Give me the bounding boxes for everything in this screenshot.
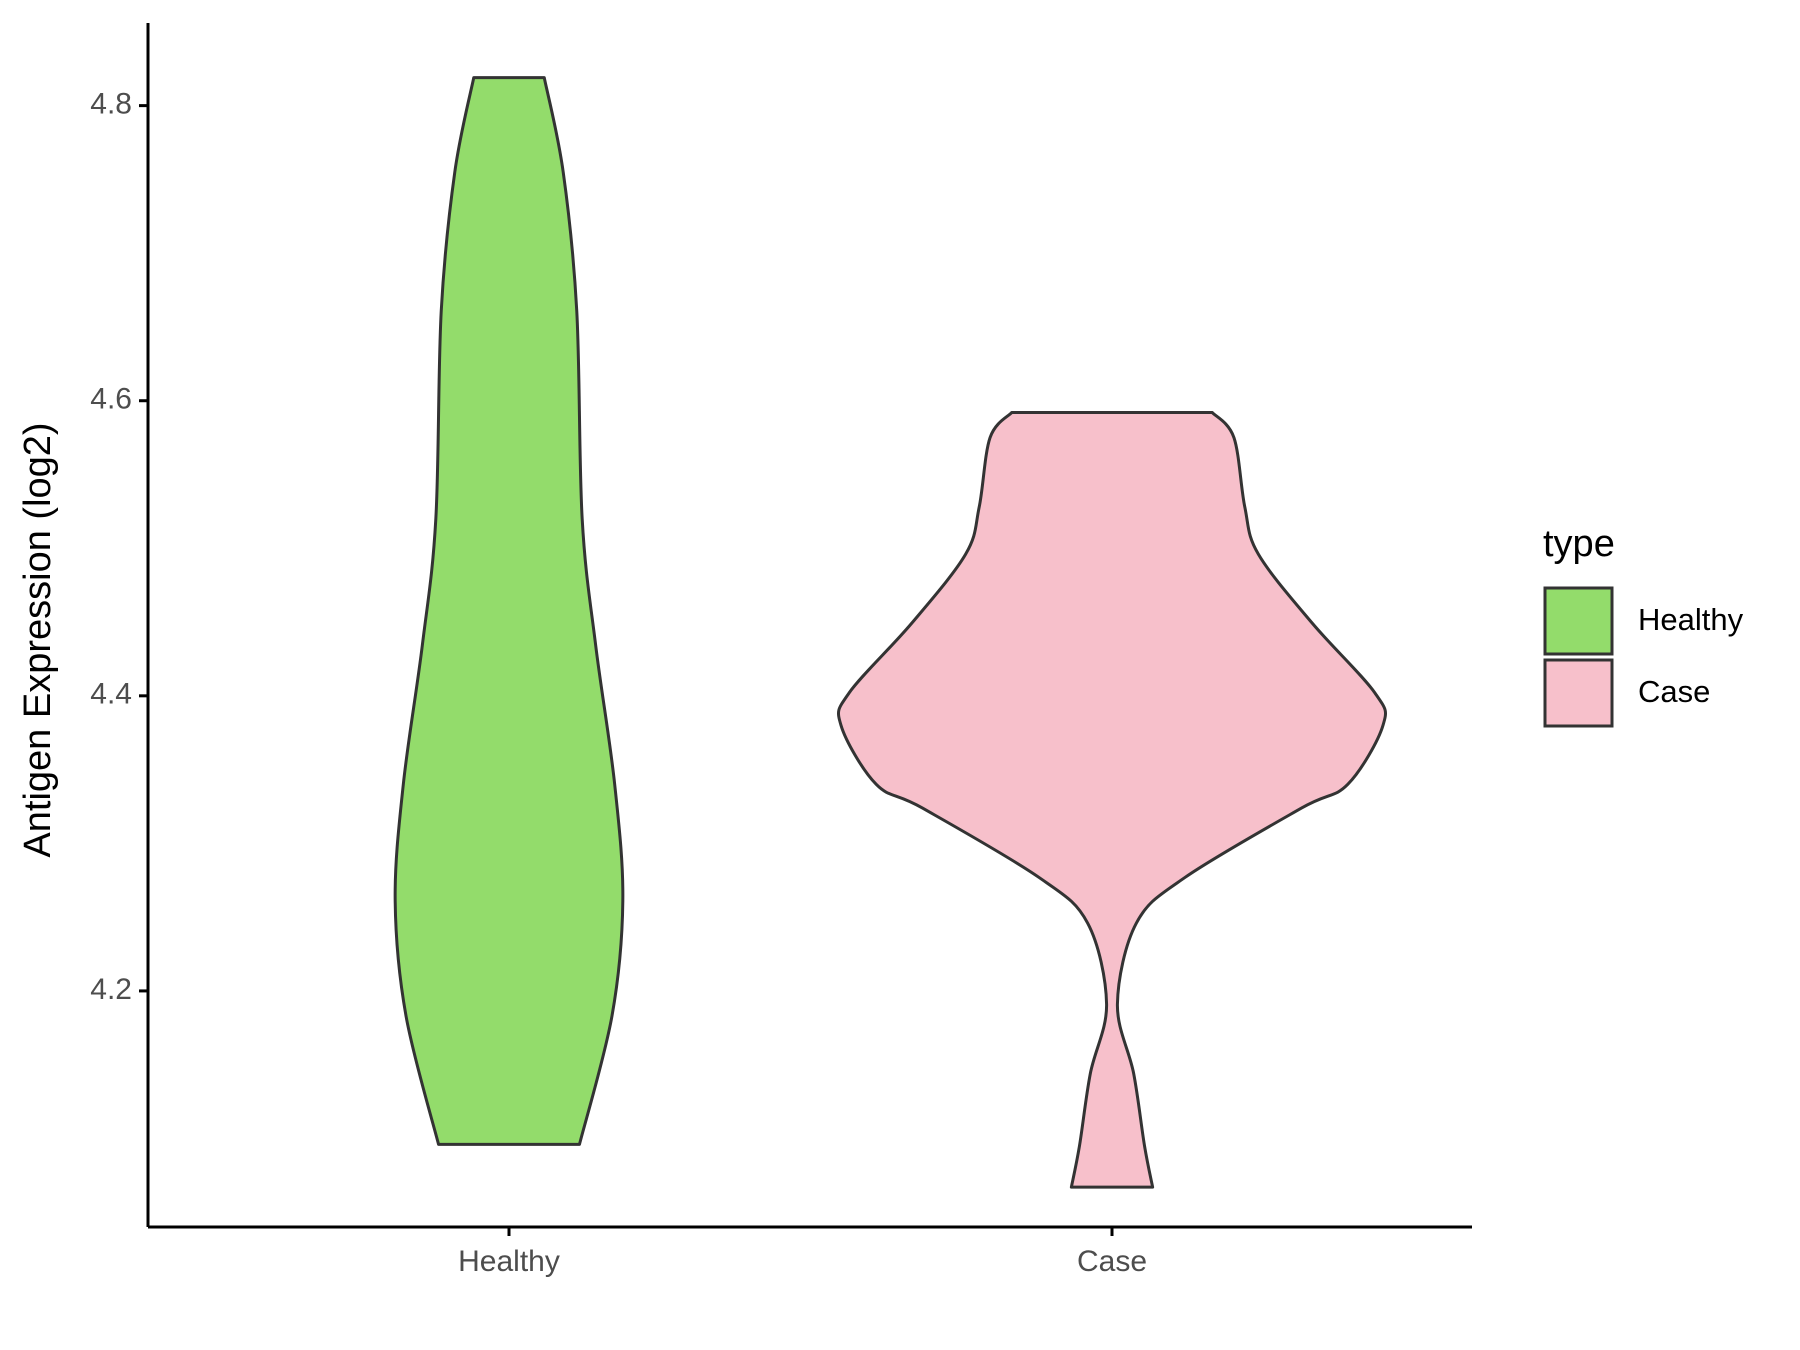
x-tick-label: Case: [1077, 1245, 1147, 1278]
violin: [836, 411, 1388, 1189]
x-tick-label: Healthy: [458, 1245, 560, 1278]
legend-title: type: [1543, 523, 1615, 565]
y-tick-label: 4.6: [90, 383, 132, 416]
violin: [393, 76, 625, 1146]
y-axis-title: Antigen Expression (log2): [17, 422, 59, 857]
legend-label: Healthy: [1638, 602, 1744, 637]
legend-label: Case: [1638, 674, 1710, 709]
y-tick-label: 4.2: [90, 973, 132, 1006]
legend-key: [1543, 658, 1614, 728]
y-tick-label: 4.4: [90, 678, 132, 711]
legend-key: [1543, 586, 1614, 656]
y-tick-label: 4.8: [90, 88, 132, 121]
